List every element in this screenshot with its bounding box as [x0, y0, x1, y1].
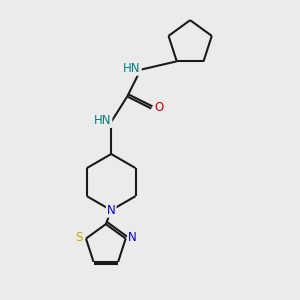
Text: N: N: [128, 231, 137, 244]
Text: HN: HN: [123, 62, 141, 75]
Text: O: O: [154, 101, 164, 114]
Text: HN: HN: [94, 114, 111, 127]
Text: S: S: [76, 231, 83, 244]
Text: N: N: [107, 204, 116, 217]
